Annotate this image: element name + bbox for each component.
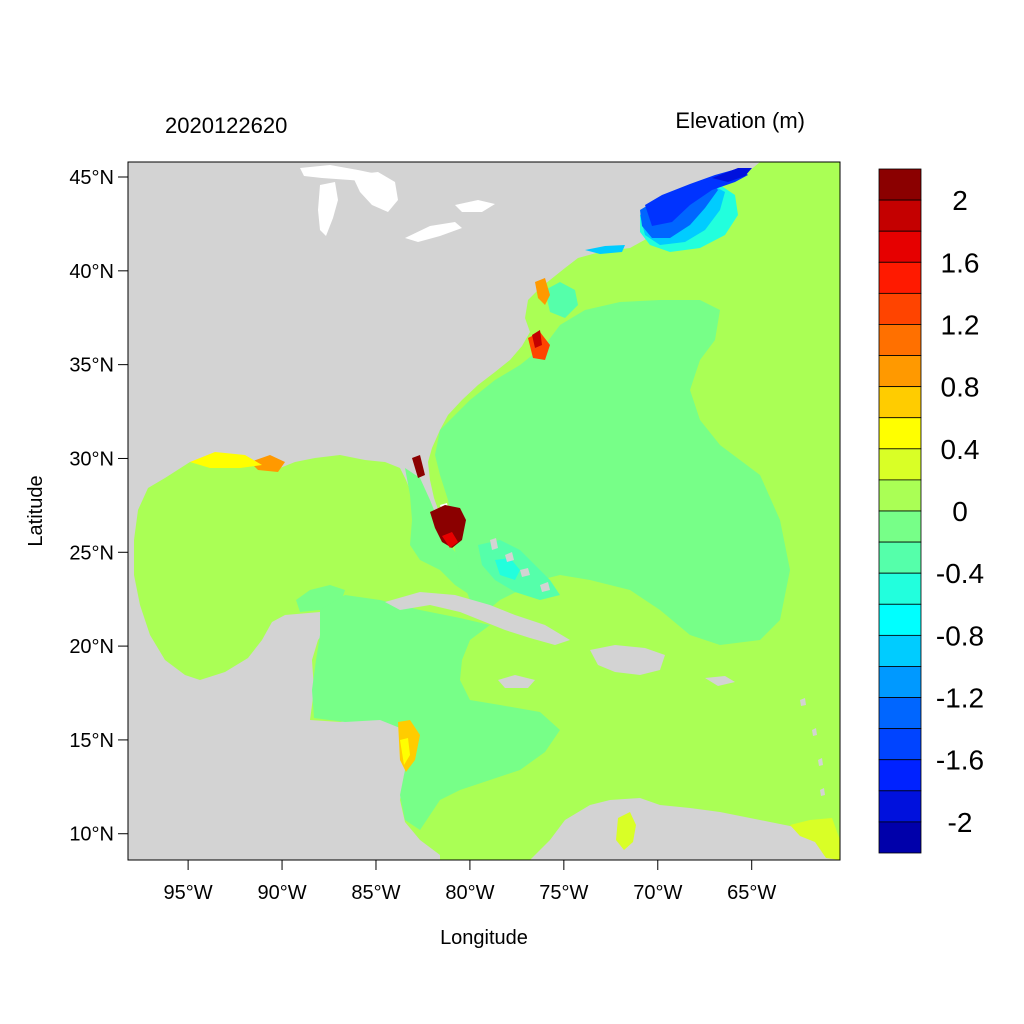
georgia-coast-red [412, 455, 425, 478]
cuba-island [385, 592, 570, 645]
jamaica-island [498, 675, 535, 688]
colorbar-swatch [878, 168, 922, 201]
lon-tick-label: 70°W [633, 882, 682, 904]
lat-tick-label: 10°N [69, 824, 114, 846]
colorbar-label: 1.2 [941, 309, 980, 340]
lake-maracaibo [616, 812, 636, 850]
colorbar-label: -1.6 [936, 745, 984, 776]
longitude-axis: 95°W 90°W 85°W 80°W 75°W 70°W 65°W [164, 860, 776, 904]
long-island-sound [585, 245, 625, 254]
colorbar-swatch [878, 386, 922, 419]
colorbar-swatch [878, 261, 922, 294]
colorbar-swatch [878, 355, 922, 388]
honduras-coast-yellow [400, 738, 410, 765]
lat-tick-label: 25°N [69, 542, 114, 564]
midatlantic-shelf [545, 282, 578, 318]
colorbar-swatch [878, 728, 922, 761]
lon-tick-label: 85°W [351, 882, 400, 904]
orinoco-coast [790, 818, 840, 860]
north-america-land [128, 162, 760, 860]
lake-erie [405, 222, 462, 242]
louisiana-marsh [250, 455, 285, 472]
colorbar-label: 2 [952, 185, 968, 216]
colorbar-labels: 2 1.6 1.2 0.8 0.4 0 -0.4 -0.8 -1.2 -1.6 -2 [936, 185, 984, 838]
colorbar-swatch [878, 697, 922, 730]
lon-tick-label: 95°W [164, 882, 213, 904]
colorbar-swatch [878, 572, 922, 605]
south-florida-red [442, 532, 458, 548]
colorbar-label: -0.8 [936, 620, 984, 651]
colorbar-swatch [878, 324, 922, 356]
colorbar-label: 1.6 [941, 247, 980, 278]
pamlico-inner [532, 330, 542, 348]
south-florida-surge [430, 505, 466, 548]
louisiana-marsh-yellow [190, 452, 262, 468]
colorbar-swatch [878, 479, 922, 512]
latitude-axis: 10°N 15°N 20°N 25°N 30°N 35°N 40°N 45°N [69, 167, 128, 846]
lat-tick-label: 30°N [69, 448, 114, 470]
lake-huron [352, 172, 398, 212]
colorbar-swatch [878, 666, 922, 698]
colorbar-swatch [878, 759, 922, 792]
colorbar [878, 168, 922, 854]
colorbar-label: 0.8 [941, 372, 980, 403]
lon-tick-label: 65°W [727, 882, 776, 904]
colorbar-swatch [878, 448, 922, 481]
lon-tick-label: 75°W [539, 882, 588, 904]
south-america-land [530, 798, 840, 860]
colorbar-swatch [878, 634, 922, 667]
colorbar-label: -0.4 [936, 558, 984, 589]
colorbar-swatch [878, 199, 922, 232]
colorbar-swatch [878, 510, 922, 543]
lat-tick-label: 15°N [69, 730, 114, 752]
y-axis-title: Latitude [25, 475, 47, 546]
lake-ontario [455, 200, 495, 212]
gulf-maine-deep [645, 168, 748, 226]
hispaniola-island [590, 645, 665, 675]
colorbar-swatch [878, 541, 922, 574]
variable-label: Elevation (m) [675, 108, 805, 133]
lat-tick-label: 35°N [69, 355, 114, 377]
colorbar-label: 0 [952, 496, 968, 527]
colorbar-swatch [878, 292, 922, 325]
lat-tick-label: 40°N [69, 261, 114, 283]
lake-michigan [318, 182, 338, 236]
colorbar-label: -2 [948, 807, 973, 838]
caribbean-minus-region [312, 595, 560, 830]
time-label: 2020122620 [165, 113, 287, 138]
colorbar-swatch [878, 790, 922, 823]
colorbar-label: -1.2 [936, 683, 984, 714]
colorbar-swatch [878, 417, 922, 450]
chesapeake-bay [535, 278, 550, 305]
lat-tick-label: 45°N [69, 167, 114, 189]
colorbar-swatch [878, 603, 922, 636]
map-frame [127, 161, 841, 861]
colorbar-swatch [878, 230, 922, 263]
bahamas-islands [490, 538, 550, 592]
bay-of-fundy [712, 168, 752, 182]
bahamas-teal [495, 558, 520, 580]
colorbar-label: 0.4 [941, 434, 980, 465]
colorbar-swatch [878, 821, 922, 854]
lat-tick-label: 20°N [69, 636, 114, 658]
lon-tick-label: 90°W [257, 882, 306, 904]
lon-tick-label: 80°W [445, 882, 494, 904]
map-panel [128, 162, 840, 860]
puerto-rico-island [705, 676, 735, 686]
x-axis-title: Longitude [440, 927, 528, 949]
